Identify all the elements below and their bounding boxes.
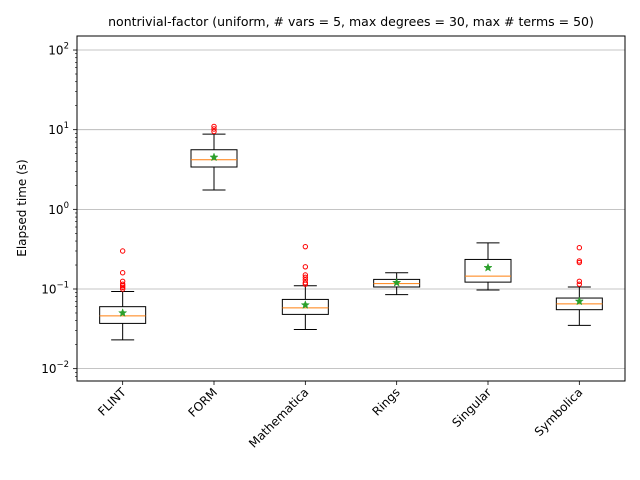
x-tick-label-form: FORM: [185, 385, 220, 420]
iqr-box: [190, 149, 238, 168]
outlier-point: [302, 272, 309, 278]
box-flint: [99, 248, 147, 341]
chart-title: nontrivial-factor (uniform, # vars = 5, …: [108, 14, 594, 29]
outlier-point: [119, 248, 126, 254]
mean-marker: [574, 296, 585, 306]
x-axis: FLINT FORM Mathematica Rings Singular Symboli…: [95, 381, 585, 451]
outlier-point: [119, 284, 126, 291]
outlier-point: [302, 279, 309, 286]
outlier-point: [119, 281, 126, 287]
outlier-point: [576, 281, 583, 287]
y-tick-exponent: 0: [64, 201, 69, 211]
box-rings: [373, 272, 421, 296]
outlier-point: [302, 274, 309, 281]
y-tick-base: 10: [48, 203, 63, 217]
outlier-point: [576, 278, 583, 284]
y-tick-exponent: −2: [56, 360, 69, 370]
outlier-point: [119, 270, 126, 276]
y-grid: [77, 49, 625, 370]
y-tick-label: 102: [48, 42, 69, 58]
outlier-point: [302, 243, 309, 250]
y-tick-exponent: 2: [64, 42, 69, 52]
outlier-point: [211, 123, 217, 130]
y-tick-label: 101: [48, 121, 69, 137]
y-tick-base: 10: [41, 362, 56, 376]
outlier-point: [302, 264, 309, 270]
outlier-point: [211, 128, 217, 135]
outlier-point: [576, 259, 583, 266]
outlier-point: [576, 258, 583, 264]
boxes-layer: [99, 123, 603, 341]
iqr-box: [99, 306, 147, 324]
x-tick-label-singular: Singular: [449, 385, 494, 430]
box-singular: [464, 242, 512, 291]
y-tick-base: 10: [48, 44, 63, 58]
y-tick-exponent: −1: [56, 281, 69, 291]
y-axis-label: Elapsed time (s): [15, 159, 29, 257]
mean-marker: [483, 262, 493, 272]
y-tick-label: 10−2: [41, 360, 69, 376]
x-tick-label-mathematica: Mathematica: [246, 385, 311, 450]
box-symbolica: [555, 244, 603, 326]
mean-marker: [300, 300, 311, 309]
x-tick-label-flint: FLINT: [95, 385, 129, 419]
y-tick-base: 10: [41, 283, 56, 297]
mean-marker: [209, 152, 219, 162]
iqr-box: [281, 298, 329, 315]
outlier-point: [211, 126, 217, 132]
y-tick-exponent: 1: [64, 121, 69, 131]
plot-frame: [76, 35, 626, 382]
outlier-point: [576, 244, 583, 251]
x-tick-label-symbolica: Symbolica: [532, 385, 586, 439]
mean-marker: [117, 308, 128, 317]
y-tick-label: 100: [48, 201, 69, 217]
box-mathematica: [281, 243, 329, 331]
outlier-point: [302, 277, 309, 283]
mean-marker: [391, 277, 402, 287]
y-tick-base: 10: [48, 123, 63, 137]
y-tick-label: 10−1: [41, 281, 69, 297]
box-form: [190, 123, 238, 191]
outlier-point: [119, 278, 126, 284]
x-tick-label-rings: Rings: [369, 385, 402, 418]
iqr-box: [464, 258, 512, 283]
